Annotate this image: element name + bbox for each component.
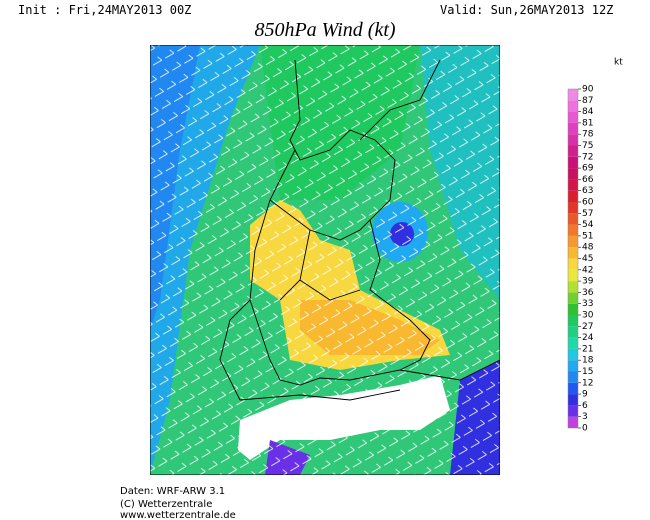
colorbar-label: 87 [582,96,593,106]
colorbar-segment [568,122,578,135]
colorbar-unit: kt [614,58,623,68]
colorbar-label: 6 [582,401,588,411]
colorbar-label: 45 [582,254,593,264]
colorbar-label: 75 [582,141,593,151]
colorbar-label: 54 [582,220,594,230]
colorbar-segment [568,89,578,101]
colorbar-segment [568,156,578,169]
colorbar-segment [568,360,578,372]
colorbar-segment [568,303,578,315]
colorbar-label: 60 [582,198,594,208]
colorbar-segment [568,224,578,236]
colorbar-segment [568,134,578,146]
colorbar-segment [568,111,578,123]
colorbar-label: 30 [582,311,594,321]
colorbar-label: 69 [582,164,594,174]
colorbar-label: 24 [582,333,594,343]
map [150,45,500,475]
colorbar-label: 84 [582,107,594,117]
colorbar-label: 15 [582,367,593,377]
colorbar-segment [568,179,578,191]
colorbar-label: 39 [582,277,594,287]
colorbar-label: 9 [582,390,588,400]
colorbar-label: 78 [582,130,594,140]
colorbar-label: 63 [582,186,593,196]
footer-line: www.wetterzentrale.de [120,510,236,520]
colorbar-segment [568,235,578,248]
colorbar-label: 3 [582,412,588,422]
colorbar-segment [568,100,578,112]
colorbar-segment [568,213,578,225]
map-title: 850hPa Wind (kt) [254,19,395,41]
colorbar-segment [568,405,578,417]
colorbar-label: 57 [582,209,593,219]
colorbar-segment [568,247,578,259]
colorbar-segment [568,416,578,428]
colorbar-segment [568,337,578,349]
colorbar-segment [568,394,578,406]
wind-barbs [150,45,500,475]
colorbar-label: 90 [582,85,594,95]
colorbar-label: 72 [582,152,593,162]
colorbar-label: 33 [582,299,593,309]
footer-line: Daten: WRF-ARW 3.1 [120,486,225,497]
colorbar-segment [568,292,578,304]
colorbar-label: 81 [582,118,593,128]
colorbar-label: 18 [582,356,594,366]
colorbar-label: 0 [582,424,588,434]
colorbar-label: 36 [582,288,594,298]
colorbar-label: 66 [582,175,594,185]
colorbar-segment [568,269,578,282]
colorbar-segment [568,190,578,202]
init-time: Init : Fri,24MAY2013 00Z [18,3,191,17]
footer-line: (C) Wetterzentrale [120,499,212,510]
colorbar-label: 21 [582,344,593,354]
borders [219,59,500,401]
colorbar-segment [568,371,578,383]
colorbar-segment [568,202,578,214]
valid-time: Valid: Sun,26MAY2013 12Z [440,3,613,17]
colorbar-label: 42 [582,265,593,275]
colorbar-label: 51 [582,231,593,241]
colorbar: 0369121518212427303336394245485154576063… [567,85,594,434]
colorbar-frame [567,88,579,429]
colorbar-segment [568,315,578,327]
colorbar-segment [568,326,578,338]
colorbar-segment [568,281,578,293]
colorbar-label: 12 [582,378,593,388]
colorbar-segment [568,348,578,361]
colorbar-segment [568,145,578,157]
colorbar-segment [568,168,578,180]
colorbar-label: 48 [582,243,594,253]
colorbar-segment [568,382,578,395]
colorbar-label: 27 [582,322,593,332]
colorbar-segment [568,258,578,270]
